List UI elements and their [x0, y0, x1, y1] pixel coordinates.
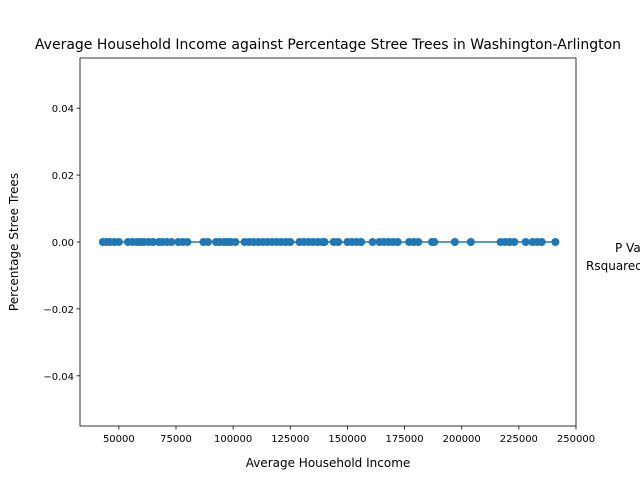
- data-point: [114, 238, 123, 246]
- y-axis-label: Percentage Stree Trees: [7, 173, 21, 311]
- x-tick-label: 175000: [385, 434, 423, 445]
- data-point: [183, 238, 192, 246]
- chart-title: Average Household Income against Percent…: [35, 37, 621, 53]
- data-point: [537, 238, 546, 246]
- data-point: [450, 238, 459, 246]
- data-point: [430, 238, 439, 246]
- data-point: [204, 238, 212, 246]
- data-point: [368, 238, 377, 246]
- data-point: [167, 238, 176, 246]
- x-tick-label: 125000: [271, 434, 309, 445]
- x-tick-label: 75000: [160, 434, 192, 445]
- y-tick-label: 0.00: [52, 238, 74, 249]
- plot-area: 50000 75000 100000 125000 150000 175000 200000…: [43, 57, 595, 445]
- data-point: [551, 238, 560, 246]
- x-axis-label: Average Household Income: [246, 456, 411, 470]
- y-tick-label: −0.02: [43, 305, 74, 316]
- x-tick-label: 100000: [214, 434, 252, 445]
- data-point: [320, 238, 329, 246]
- x-tick-label: 50000: [103, 434, 135, 445]
- x-tick-label: 250000: [557, 434, 595, 445]
- y-tick-label: −0.04: [43, 372, 74, 383]
- data-point: [357, 238, 366, 246]
- data-point: [510, 238, 519, 246]
- data-point: [393, 238, 402, 246]
- p-value-annotation: P Value: [615, 241, 640, 255]
- x-tick-label: 200000: [443, 434, 481, 445]
- data-point: [466, 238, 475, 246]
- y-tick-label: 0.02: [52, 171, 74, 182]
- data-point: [231, 238, 240, 246]
- data-point: [414, 238, 423, 246]
- x-tick-label: 225000: [500, 434, 538, 445]
- x-tick-label: 150000: [328, 434, 366, 445]
- data-point: [521, 238, 530, 246]
- data-point: [286, 238, 295, 246]
- data-point: [334, 238, 343, 246]
- rsquared-annotation: Rsquared: [586, 259, 640, 273]
- y-tick-label: 0.04: [52, 104, 74, 115]
- data-point: [149, 238, 158, 246]
